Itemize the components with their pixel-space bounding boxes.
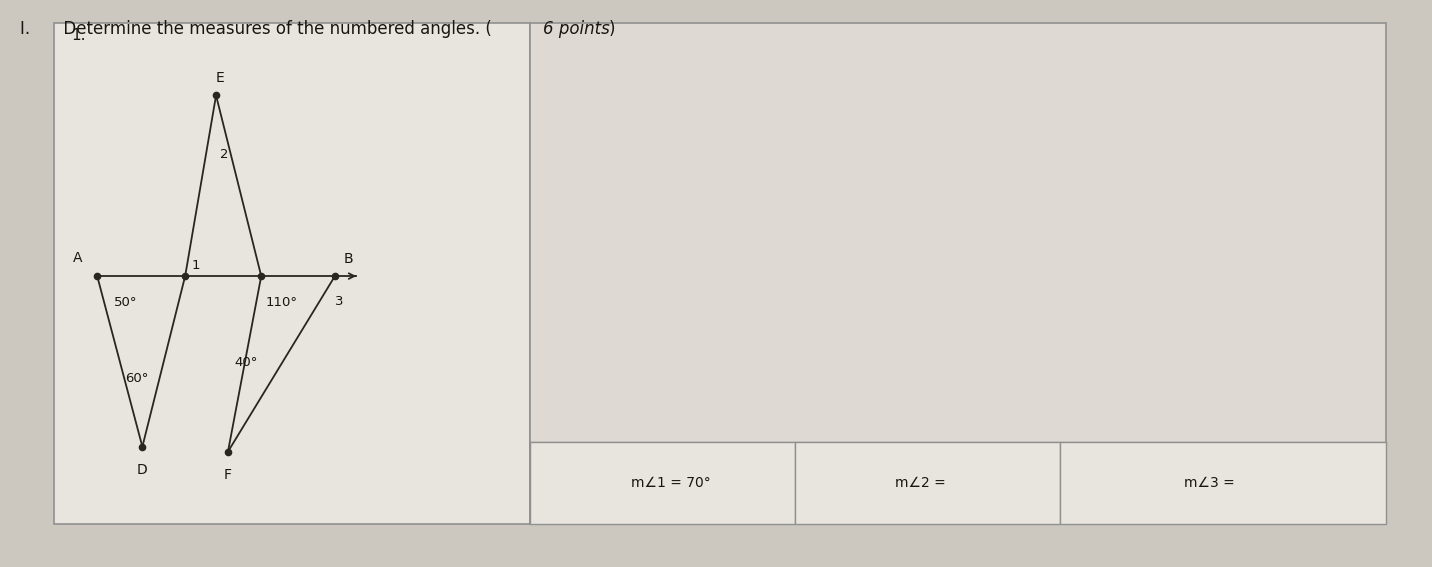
Bar xyxy=(54,23,530,524)
Text: 1.: 1. xyxy=(72,28,86,43)
Text: D: D xyxy=(137,463,147,477)
Text: E: E xyxy=(216,71,225,85)
Text: 3: 3 xyxy=(335,295,344,308)
Text: m∠1 = 70°: m∠1 = 70° xyxy=(630,476,710,490)
Bar xyxy=(795,442,1060,524)
Text: 50°: 50° xyxy=(115,296,137,309)
Text: I.  Determine the measures of the numbered angles. (: I. Determine the measures of the numbere… xyxy=(20,20,491,38)
Text: A: A xyxy=(73,251,83,265)
Text: 110°: 110° xyxy=(266,295,298,308)
Bar xyxy=(530,23,1386,524)
Text: 60°: 60° xyxy=(125,373,147,386)
Bar xyxy=(1060,442,1386,524)
Text: 2: 2 xyxy=(221,148,228,161)
Text: m∠2 =: m∠2 = xyxy=(895,476,947,490)
Text: F: F xyxy=(223,468,232,481)
Text: 40°: 40° xyxy=(233,356,258,369)
Text: ): ) xyxy=(609,20,616,38)
Text: B: B xyxy=(344,252,354,266)
Bar xyxy=(530,442,795,524)
Text: m∠3 =: m∠3 = xyxy=(1184,476,1234,490)
Text: 1: 1 xyxy=(192,259,200,272)
Text: 6 points: 6 points xyxy=(543,20,610,38)
